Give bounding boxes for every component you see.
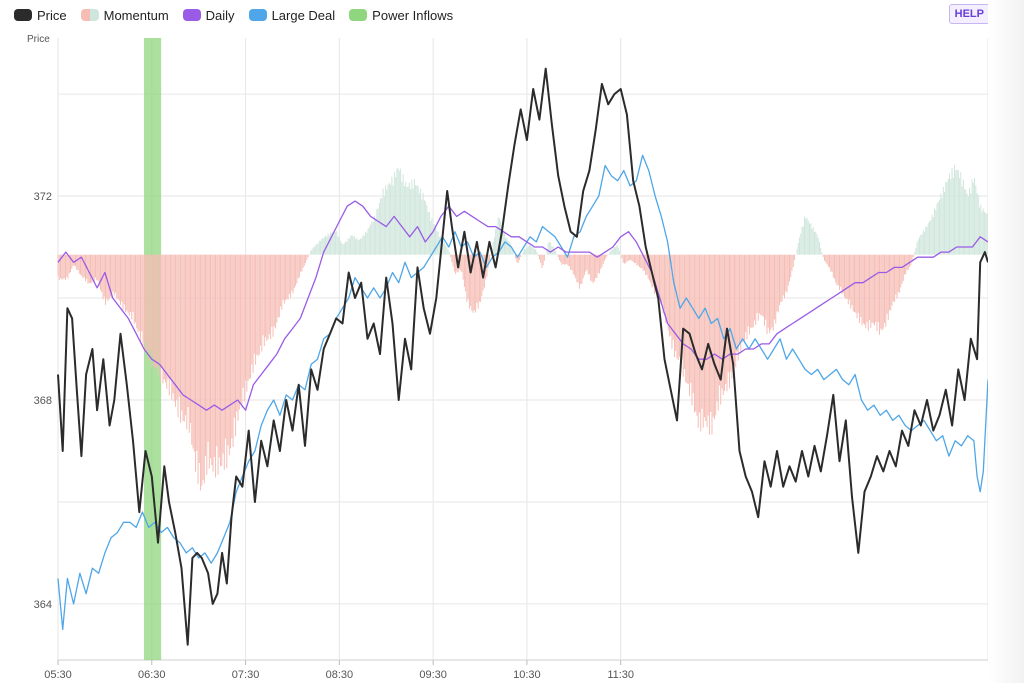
x-tick-label: 07:30 xyxy=(232,669,260,681)
legend-label: Price xyxy=(37,7,67,23)
legend-item-power-inflows[interactable]: Power Inflows xyxy=(349,8,453,23)
legend-label: Momentum xyxy=(103,7,169,23)
y-tick-label: 368 xyxy=(34,395,52,407)
legend: Price Momentum Daily Large Deal Power In… xyxy=(14,6,467,24)
legend-label: Large Deal xyxy=(271,7,336,23)
legend-item-price[interactable]: Price xyxy=(14,8,67,23)
y-axis-title: Price xyxy=(27,34,50,45)
legend-label: Power Inflows xyxy=(372,7,454,23)
large-deal-line xyxy=(57,154,989,631)
large-deal-swatch xyxy=(248,9,267,21)
series-lines xyxy=(57,67,989,646)
legend-item-daily[interactable]: Daily xyxy=(182,7,235,23)
price-swatch xyxy=(14,9,32,21)
momentum-swatch xyxy=(80,9,99,21)
x-tick-label: 08:30 xyxy=(326,669,354,681)
price-line xyxy=(57,67,989,646)
page-edge xyxy=(988,0,1024,683)
legend-item-momentum[interactable]: Momentum xyxy=(80,7,169,23)
x-tick-label: 11:30 xyxy=(607,669,634,681)
momentum-layer xyxy=(57,164,988,491)
x-tick-label: 10:30 xyxy=(513,669,541,681)
y-tick-label: 372 xyxy=(34,191,52,203)
power-inflows-swatch xyxy=(349,9,368,21)
axes: 364 368 372 05:30 06:30 07:30 08:30 09:30 10:30 1… xyxy=(34,191,634,681)
legend-label: Daily xyxy=(205,7,235,23)
x-tick-label: 05:30 xyxy=(44,669,72,681)
daily-line xyxy=(57,200,989,411)
y-tick-label: 364 xyxy=(34,599,52,611)
legend-item-large-deal[interactable]: Large Deal xyxy=(248,7,336,23)
help-button[interactable]: HELP xyxy=(948,4,990,24)
daily-swatch xyxy=(182,9,201,21)
x-tick-label: 09:30 xyxy=(419,669,447,681)
x-tick-label: 06:30 xyxy=(138,669,166,681)
grid xyxy=(57,38,989,661)
